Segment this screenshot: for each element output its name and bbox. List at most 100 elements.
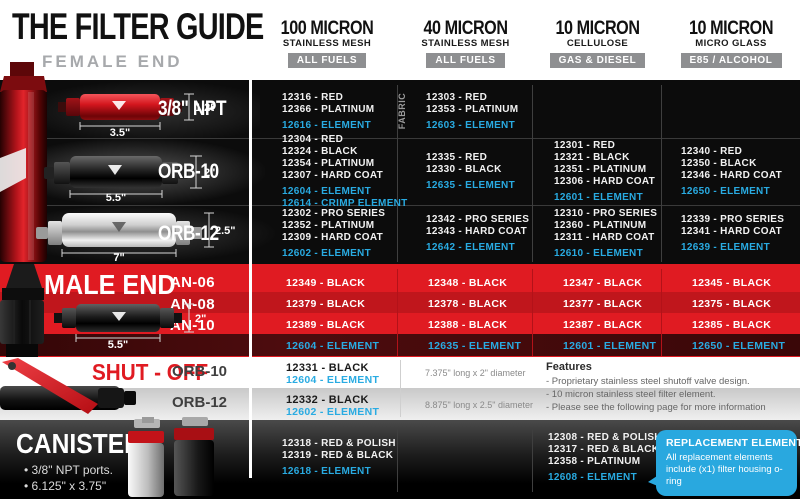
element-list: 12618 - ELEMENT [282, 466, 398, 478]
row-divider [0, 138, 800, 139]
part-list: 12308 - RED & POLISH 12317 - RED & BLACK 1… [548, 432, 662, 468]
list-item: • 6.125" x 3.75" [24, 479, 107, 493]
cell-npt-100micron: 12316 - RED 12366 - PLATINUM 12616 - ELEM… [256, 85, 398, 138]
list-item: 12306 - HARD COAT [554, 175, 656, 187]
callout-body: All replacement elements include (x1) fi… [666, 452, 783, 487]
orb10-filter-image: 2" 5.5" [44, 155, 215, 202]
male-part: 12389 - BLACK [286, 319, 366, 331]
list-item: 12304 - RED [282, 133, 344, 145]
cell-orb10-cellulose: 12301 - RED 12321 - BLACK 12351 - PLATINUM… [533, 138, 662, 205]
column-divider [532, 85, 533, 262]
part-list: 12339 - PRO SERIES 12341 - HARD COAT [681, 214, 800, 238]
male-element: 12604 - ELEMENT [286, 340, 380, 352]
male-filter-image: 2" 5.5" [54, 303, 206, 350]
row-label-shutoff-orb12: ORB-12 [172, 394, 228, 411]
male-part: 12345 - BLACK [692, 277, 772, 289]
list-item: - Please see the following page for more… [546, 402, 766, 413]
male-element: 12650 - ELEMENT [692, 340, 786, 352]
cell-npt-40micron: 12303 - RED 12353 - PLATINUM 12603 - ELEM… [398, 85, 533, 138]
list-item: 12301 - RED [554, 139, 616, 151]
list-item: 12635 - ELEMENT [426, 179, 515, 191]
list-item: 12317 - RED & BLACK [548, 444, 660, 455]
cell-canister-100micron: 12318 - RED & POLISH 12319 - RED & BLACK … [256, 422, 398, 494]
list-item: 12309 - HARD COAT [282, 231, 384, 243]
column-divider [400, 360, 401, 417]
shutoff-size: 8.875" long x 2.5" diameter [425, 400, 533, 410]
male-row-alt-band [0, 292, 800, 313]
list-item: 12604 - ELEMENT [282, 185, 371, 197]
male-element-band [0, 334, 800, 356]
column-divider [661, 269, 662, 356]
list-item: 12343 - HARD COAT [426, 225, 528, 237]
shutoff-part: 12332 - BLACK [286, 394, 369, 406]
column-divider [532, 269, 533, 356]
list-item: 12340 - RED [681, 145, 743, 157]
row-label-orb12: ORB-12 [158, 222, 219, 245]
cell-canister-cellulose: 12308 - RED & POLISH 12317 - RED & BLACK 1… [548, 422, 662, 494]
male-part: 12349 - BLACK [286, 277, 366, 289]
element-list: 12601 - ELEMENT [554, 192, 662, 204]
features-heading: Features [546, 361, 592, 373]
column-micron: 10 MICRON [688, 18, 774, 39]
male-element: 12601 - ELEMENT [563, 340, 657, 352]
shutoff-part: 12331 - BLACK [286, 362, 369, 374]
column-media: CELLULOSE [566, 38, 629, 49]
column-header-100-micron: 100 MICRON STAINLESS MESH ALL FUELS [256, 18, 398, 68]
orb12-filter-image: 2.5" 7" [36, 212, 236, 261]
column-header-10-micron-microglass: 10 MICRON MICRO GLASS E85 / ALCOHOL [662, 18, 800, 68]
list-item: • 3/8" NPT ports. [24, 463, 113, 477]
list-item: 12319 - RED & BLACK [282, 450, 394, 461]
column-micron: 10 MICRON [555, 18, 640, 39]
fuel-badge: E85 / ALCOHOL [680, 53, 782, 68]
list-item: 12346 - HARD COAT [681, 169, 783, 181]
list-item: 12307 - HARD COAT [282, 169, 384, 181]
element-list: 12604 - ELEMENT 12614 - CRIMP ELEMENT [282, 185, 407, 210]
list-item: - Proprietary stainless steel shutoff va… [546, 376, 750, 387]
element-list: 12642 - ELEMENT [426, 242, 533, 254]
cell-orb10-100micron: 12304 - RED 12324 - BLACK 12354 - PLATINUM… [256, 134, 407, 209]
column-divider [661, 85, 662, 262]
part-list: 12340 - RED 12350 - BLACK 12346 - HARD COA… [681, 146, 800, 182]
list-item: 12330 - BLACK [426, 163, 502, 175]
features-list: - Proprietary stainless steel shutoff va… [546, 375, 766, 414]
list-item: 12311 - HARD COAT [554, 231, 655, 243]
list-item: 12335 - RED [426, 151, 488, 163]
orb12-length-dim: 7" [113, 252, 124, 261]
npt-filter-image: 1.25" 3.5" [58, 93, 214, 138]
label-column-divider [249, 357, 252, 420]
part-list: 12304 - RED 12324 - BLACK 12354 - PLATINUM… [282, 134, 398, 182]
column-media: STAINLESS MESH [282, 38, 372, 49]
shutoff-element: 12602 - ELEMENT [286, 406, 380, 418]
male-part: 12347 - BLACK [563, 277, 643, 289]
element-list: 12602 - ELEMENT [282, 248, 398, 260]
male-part: 12387 - BLACK [563, 319, 643, 331]
canister-section: CANISTER • 3/8" NPT ports. • 6.125" x 3.7… [0, 420, 800, 499]
list-item: 12341 - HARD COAT [681, 225, 783, 237]
list-item: 12354 - PLATINUM [282, 157, 375, 169]
orb12-height-dim: 2.5" [215, 225, 236, 237]
list-item: 12618 - ELEMENT [282, 466, 371, 477]
label-column-divider [249, 264, 252, 357]
npt-height-dim: 1.25" [195, 102, 214, 114]
list-item: 12610 - ELEMENT [554, 247, 643, 259]
male-part: 12378 - BLACK [428, 298, 508, 310]
male-part: 12385 - BLACK [692, 319, 772, 331]
list-item: 12650 - ELEMENT [681, 185, 770, 197]
shutoff-element: 12604 - ELEMENT [286, 374, 380, 386]
list-item: 12366 - PLATINUM [282, 103, 375, 115]
part-list: 12310 - PRO SERIES 12360 - PLATINUM 12311 … [554, 208, 662, 244]
column-header-40-micron: 40 MICRON STAINLESS MESH ALL FUELS [398, 18, 533, 68]
list-item: 12318 - RED & POLISH [282, 438, 396, 449]
list-item: 12351 - PLATINUM [554, 163, 647, 175]
fuel-badge: GAS & DIESEL [549, 53, 646, 68]
list-item: 12324 - BLACK [282, 145, 358, 157]
row-label-an06: AN-06 [170, 274, 215, 291]
male-part: 12377 - BLACK [563, 298, 643, 310]
part-list: 12303 - RED 12353 - PLATINUM [426, 92, 533, 116]
callout-title: REPLACEMENT ELEMENTS [666, 437, 800, 449]
list-item: 12639 - ELEMENT [681, 241, 770, 253]
element-list: 12603 - ELEMENT [426, 120, 533, 132]
shutoff-size: 7.375" long x 2" diameter [425, 368, 526, 378]
canister-photos [128, 417, 214, 497]
